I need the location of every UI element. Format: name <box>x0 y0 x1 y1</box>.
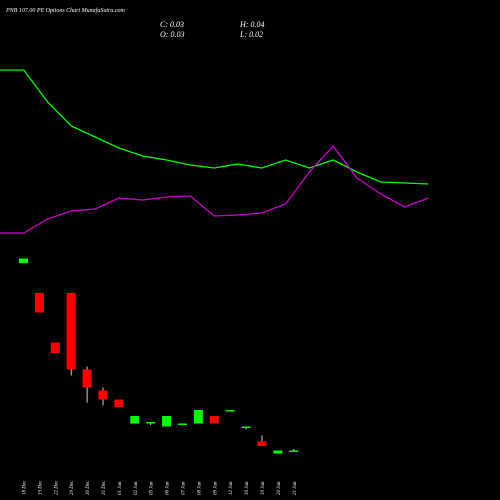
x-tick-label: 02 Jan <box>134 481 139 495</box>
x-tick-label: 01 Jan <box>118 481 123 495</box>
candle-body <box>209 416 219 424</box>
x-tick-label: 08 Jan <box>197 481 202 495</box>
candle-body <box>273 450 283 454</box>
close-label: C: 0.03 <box>160 20 184 29</box>
x-tick-label: 21 Jan <box>293 481 298 495</box>
x-tick-label: 16 Jan <box>245 481 250 495</box>
candle-body <box>241 426 251 428</box>
candle-body <box>289 450 299 452</box>
candle-body <box>50 342 60 353</box>
x-tick-label: 31 Dec <box>102 480 107 495</box>
chart-title: PNB 107.00 PE Options Chart MunafaSutra.… <box>5 7 125 14</box>
candle-body <box>146 422 156 424</box>
candle-body <box>225 410 235 412</box>
open-label: O: 0.03 <box>160 30 184 39</box>
x-tick-label: 18 Dec <box>23 480 28 495</box>
candle-body <box>66 293 76 370</box>
x-tick-label: 06 Jan <box>166 481 171 495</box>
x-tick-label: 22 Dec <box>54 480 59 495</box>
x-tick-label: 12 Jan <box>229 481 234 495</box>
high-label: H: 0.04 <box>239 20 264 29</box>
x-tick-label: 19 Jan <box>261 481 266 495</box>
candle-body <box>19 258 28 263</box>
x-tick-label: 05 Jan <box>150 481 155 495</box>
x-tick-label: 19 Dec <box>38 480 43 495</box>
candle-body <box>162 416 172 427</box>
x-tick-label: 29 Dec <box>70 480 75 495</box>
x-tick-label: 20 Jan <box>277 481 282 495</box>
x-tick-label: 09 Jan <box>213 481 218 495</box>
candle-body <box>34 293 44 313</box>
candle-body <box>193 410 203 424</box>
candle-body <box>98 390 108 400</box>
low-label: L: 0.02 <box>239 30 263 39</box>
candle-body <box>257 441 267 446</box>
indicator-line <box>0 144 429 234</box>
candle-body <box>130 416 140 424</box>
candle-body <box>82 369 92 388</box>
indicator-line <box>0 69 429 185</box>
x-tick-label: 07 Jan <box>182 481 187 495</box>
candle-body <box>178 423 187 425</box>
candle-body <box>114 399 124 407</box>
x-tick-label: 30 Dec <box>86 480 91 495</box>
